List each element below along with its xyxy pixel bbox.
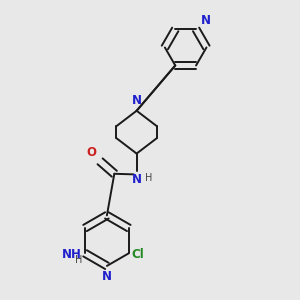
Text: N: N	[132, 94, 142, 107]
Text: NH: NH	[62, 248, 82, 261]
Text: N: N	[102, 270, 112, 284]
Text: N: N	[200, 14, 211, 27]
Text: Cl: Cl	[132, 248, 145, 261]
Text: O: O	[86, 146, 97, 159]
Text: H: H	[145, 173, 152, 183]
Text: N: N	[132, 173, 142, 186]
Text: H: H	[75, 255, 82, 265]
